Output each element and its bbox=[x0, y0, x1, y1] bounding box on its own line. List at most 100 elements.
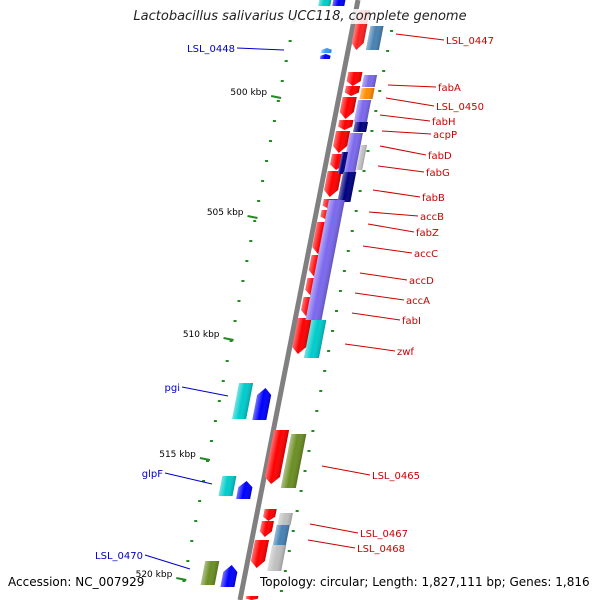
forward-gene-label[interactable]: accA bbox=[406, 296, 430, 307]
forward-label-leader bbox=[379, 145, 427, 156]
feature-top-cyan bbox=[318, 0, 332, 6]
feature-fabH-purple bbox=[353, 100, 372, 122]
feature-acpP-navy-highlight bbox=[353, 122, 369, 132]
forward-label-leader bbox=[307, 539, 356, 549]
forward-label-leader bbox=[368, 211, 419, 217]
feature-lsl0467-blue-highlight bbox=[272, 525, 290, 545]
scale-dot bbox=[198, 500, 202, 502]
forward-label-leader bbox=[379, 114, 431, 122]
scale-dot bbox=[237, 300, 241, 302]
scale-dot bbox=[288, 40, 292, 42]
tick-dot-layer bbox=[182, 20, 394, 592]
feature-fabD-purple bbox=[342, 133, 363, 173]
scale-dot bbox=[249, 240, 253, 242]
label-leader-layer bbox=[144, 33, 445, 570]
reverse-gene-label[interactable]: LSL_0448 bbox=[187, 44, 235, 55]
scale-dot bbox=[354, 210, 358, 212]
scale-dot bbox=[362, 170, 366, 172]
feature-lsl0467-red bbox=[259, 521, 274, 537]
feature-pgi-cyan bbox=[232, 383, 254, 419]
scale-dot bbox=[257, 200, 261, 202]
scale-dot bbox=[221, 380, 225, 382]
scale-dot bbox=[186, 560, 190, 562]
feature-lsl0468-grey-highlight bbox=[267, 545, 287, 571]
scale-dot bbox=[307, 450, 311, 452]
forward-gene-label[interactable]: fabD bbox=[428, 151, 452, 162]
feature-lsl0447-blue bbox=[365, 26, 384, 50]
reverse-label-leader bbox=[144, 554, 191, 570]
scale-dot bbox=[386, 50, 390, 52]
feature-glpF-cyan bbox=[218, 476, 237, 496]
feature-lsl0467-red-highlight bbox=[259, 521, 274, 537]
scale-dot bbox=[194, 520, 198, 522]
feature-fabG-grey-highlight bbox=[356, 145, 368, 170]
scale-dot bbox=[374, 110, 378, 112]
forward-gene-label[interactable]: LSL_0447 bbox=[446, 36, 494, 47]
feature-fabA-purple bbox=[361, 75, 378, 87]
feature-lsl0466-red-highlight bbox=[263, 509, 277, 521]
feature-lsl0465-red-highlight bbox=[264, 430, 290, 484]
scale-dot bbox=[315, 410, 319, 412]
forward-label-leader bbox=[387, 84, 437, 88]
forward-gene-label[interactable]: accB bbox=[420, 212, 444, 223]
forward-gene-label[interactable]: fabH bbox=[432, 117, 456, 128]
forward-gene-label[interactable]: LSL_0450 bbox=[436, 102, 484, 113]
forward-label-leader bbox=[395, 33, 445, 41]
forward-gene-label[interactable]: LSL_0468 bbox=[357, 544, 405, 555]
feature-fabD-purple-highlight bbox=[342, 133, 363, 173]
feature-acpP-navy bbox=[353, 122, 369, 132]
forward-gene-label[interactable]: fabI bbox=[402, 316, 421, 327]
forward-gene-label[interactable]: zwf bbox=[397, 347, 414, 358]
reverse-gene-label[interactable]: LSL_0470 bbox=[95, 551, 143, 562]
scale-dot bbox=[245, 260, 249, 262]
feature-lsl0468-grey bbox=[267, 545, 287, 571]
forward-gene-label[interactable]: fabB bbox=[422, 193, 445, 204]
forward-gene-label[interactable]: LSL_0467 bbox=[360, 529, 408, 540]
feature-fab-red-4-highlight bbox=[333, 131, 351, 153]
feature-fabG-grey bbox=[356, 145, 368, 170]
scale-dot bbox=[284, 60, 288, 62]
feature-lsl0467-grey-highlight bbox=[277, 513, 293, 525]
kbp-tick-label: 500 kbp bbox=[230, 88, 267, 98]
forward-gene-label[interactable]: acpP bbox=[433, 130, 457, 141]
feature-glpF-blue bbox=[236, 481, 253, 499]
scale-dot bbox=[202, 480, 206, 482]
scale-dot bbox=[370, 130, 374, 132]
feature-fab-red-3 bbox=[338, 120, 354, 130]
forward-label-leader bbox=[362, 245, 413, 254]
forward-gene-label[interactable]: fabA bbox=[438, 83, 461, 94]
feature-fab-red-0-highlight bbox=[346, 72, 363, 86]
forward-gene-label[interactable]: fabG bbox=[426, 168, 450, 179]
feature-layer bbox=[200, 0, 384, 600]
feature-lsl0465-olive bbox=[280, 434, 307, 488]
scale-dot bbox=[295, 510, 299, 512]
gene-label-layer: LSL_0447 fabA LSL_0450 fabH acpP fabD fabG fabB… bbox=[95, 36, 494, 562]
feature-fab-red-0 bbox=[346, 72, 363, 86]
topology-text: Topology: circular; Length: 1,827,111 bp… bbox=[260, 575, 590, 589]
forward-gene-label[interactable]: fabZ bbox=[416, 228, 439, 239]
feature-fab-red-4 bbox=[333, 131, 351, 153]
scale-dot bbox=[261, 180, 265, 182]
feature-lsl0447-blue-highlight bbox=[365, 26, 384, 50]
forward-label-leader bbox=[381, 130, 432, 135]
forward-gene-label[interactable]: accC bbox=[414, 249, 438, 260]
feature-lsl0450-orange-highlight bbox=[359, 88, 375, 99]
scale-dot bbox=[319, 390, 323, 392]
scale-dot bbox=[241, 280, 245, 282]
feature-lsl0468-red bbox=[250, 540, 270, 568]
forward-gene-label[interactable]: accD bbox=[409, 276, 434, 287]
feature-lsl0468-red-highlight bbox=[250, 540, 270, 568]
scale-dot bbox=[213, 420, 217, 422]
feature-zwf-cyan-highlight bbox=[303, 320, 327, 358]
reverse-gene-label[interactable]: glpF bbox=[142, 469, 163, 480]
forward-label-leader bbox=[344, 343, 396, 352]
forward-gene-label[interactable]: LSL_0465 bbox=[372, 471, 420, 482]
forward-label-leader bbox=[321, 465, 371, 476]
reverse-gene-label[interactable]: pgi bbox=[165, 383, 180, 394]
feature-top-blue bbox=[332, 0, 346, 6]
feature-lsl0448-arrow2 bbox=[319, 54, 331, 59]
scale-dot bbox=[206, 460, 210, 462]
scale-dot bbox=[382, 70, 386, 72]
feature-fabB-navy bbox=[337, 172, 357, 202]
feature-acc-purple bbox=[305, 200, 345, 320]
